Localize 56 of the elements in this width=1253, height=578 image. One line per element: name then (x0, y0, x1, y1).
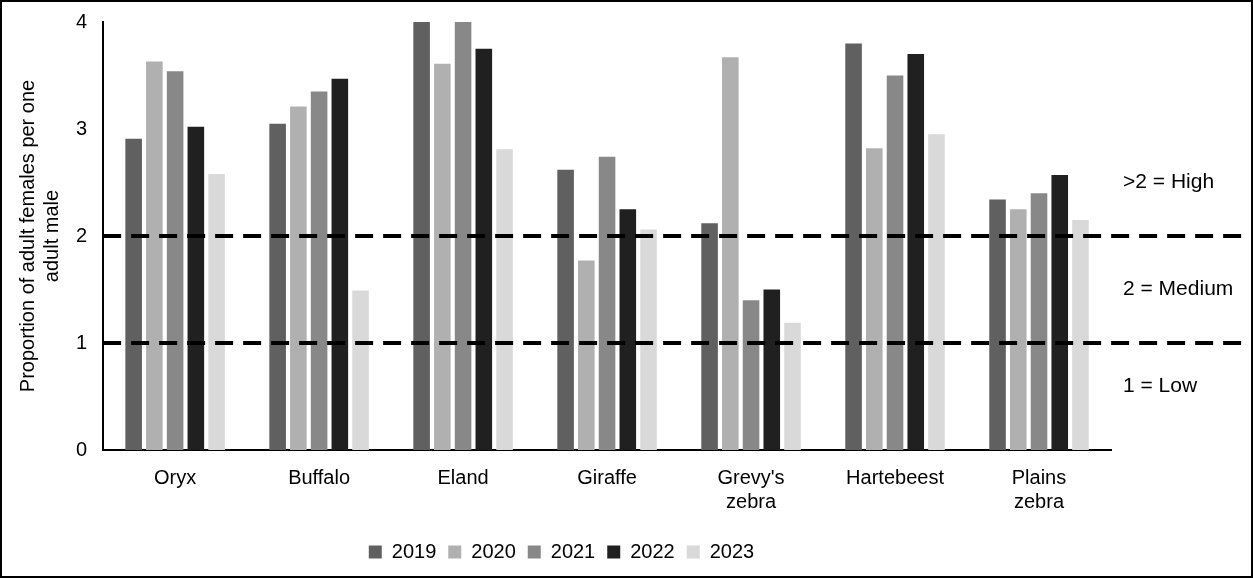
bar (475, 48, 493, 450)
bar (1009, 209, 1027, 450)
y-tick-label: 4 (76, 9, 88, 32)
x-tick-label: Plains zebra (1011, 465, 1067, 512)
bar (454, 22, 472, 450)
legend-label: 2022 (630, 539, 675, 562)
x-tick-label: Buffalo (288, 465, 351, 488)
bar (290, 106, 307, 450)
bar (269, 123, 286, 450)
bar (886, 75, 904, 450)
bar (557, 169, 574, 450)
bar (989, 199, 1006, 450)
bar (784, 322, 801, 450)
bar (125, 138, 142, 450)
bar (208, 173, 225, 450)
text: 2 = Medium (1123, 276, 1234, 300)
legend-label: 2023 (709, 539, 755, 562)
bar (578, 260, 595, 450)
bar (619, 209, 637, 450)
y-tick-label: 0 (76, 437, 88, 460)
text: 1 = Low (1123, 372, 1198, 396)
bar (640, 229, 657, 450)
bar (166, 71, 184, 450)
bar (763, 289, 781, 450)
bar (1030, 193, 1048, 450)
x-tick-label: Grevy's zebra (717, 465, 785, 512)
bar (496, 149, 513, 450)
x-tick-label: Hartebeest (846, 465, 945, 488)
y-axis-title: Proportion of adult females per one adult male (15, 79, 62, 393)
bar (907, 54, 925, 450)
legend-label: 2019 (391, 539, 437, 562)
bar (845, 43, 862, 450)
x-tick-label: Giraffe (577, 465, 637, 488)
bar (413, 22, 430, 450)
bar (598, 156, 616, 450)
bar (722, 57, 739, 450)
bar (352, 290, 369, 450)
bar (1072, 219, 1089, 450)
bar (331, 78, 349, 450)
bar (310, 91, 328, 450)
legend-label: 2021 (550, 539, 596, 562)
bar (1051, 175, 1069, 450)
bar (701, 223, 718, 450)
x-tick-label: Oryx (154, 465, 197, 488)
bar (742, 300, 760, 450)
y-tick-label: 2 (76, 223, 88, 246)
bar (146, 61, 163, 450)
y-tick-label: 1 (76, 330, 88, 353)
bar (866, 148, 883, 450)
text: >2 = High (1123, 169, 1215, 193)
y-tick-label: 3 (76, 116, 88, 139)
bar (187, 126, 205, 450)
bar (434, 63, 451, 450)
bar (928, 134, 945, 450)
legend-label: 2020 (471, 539, 516, 562)
x-tick-label: Eland (437, 465, 489, 488)
